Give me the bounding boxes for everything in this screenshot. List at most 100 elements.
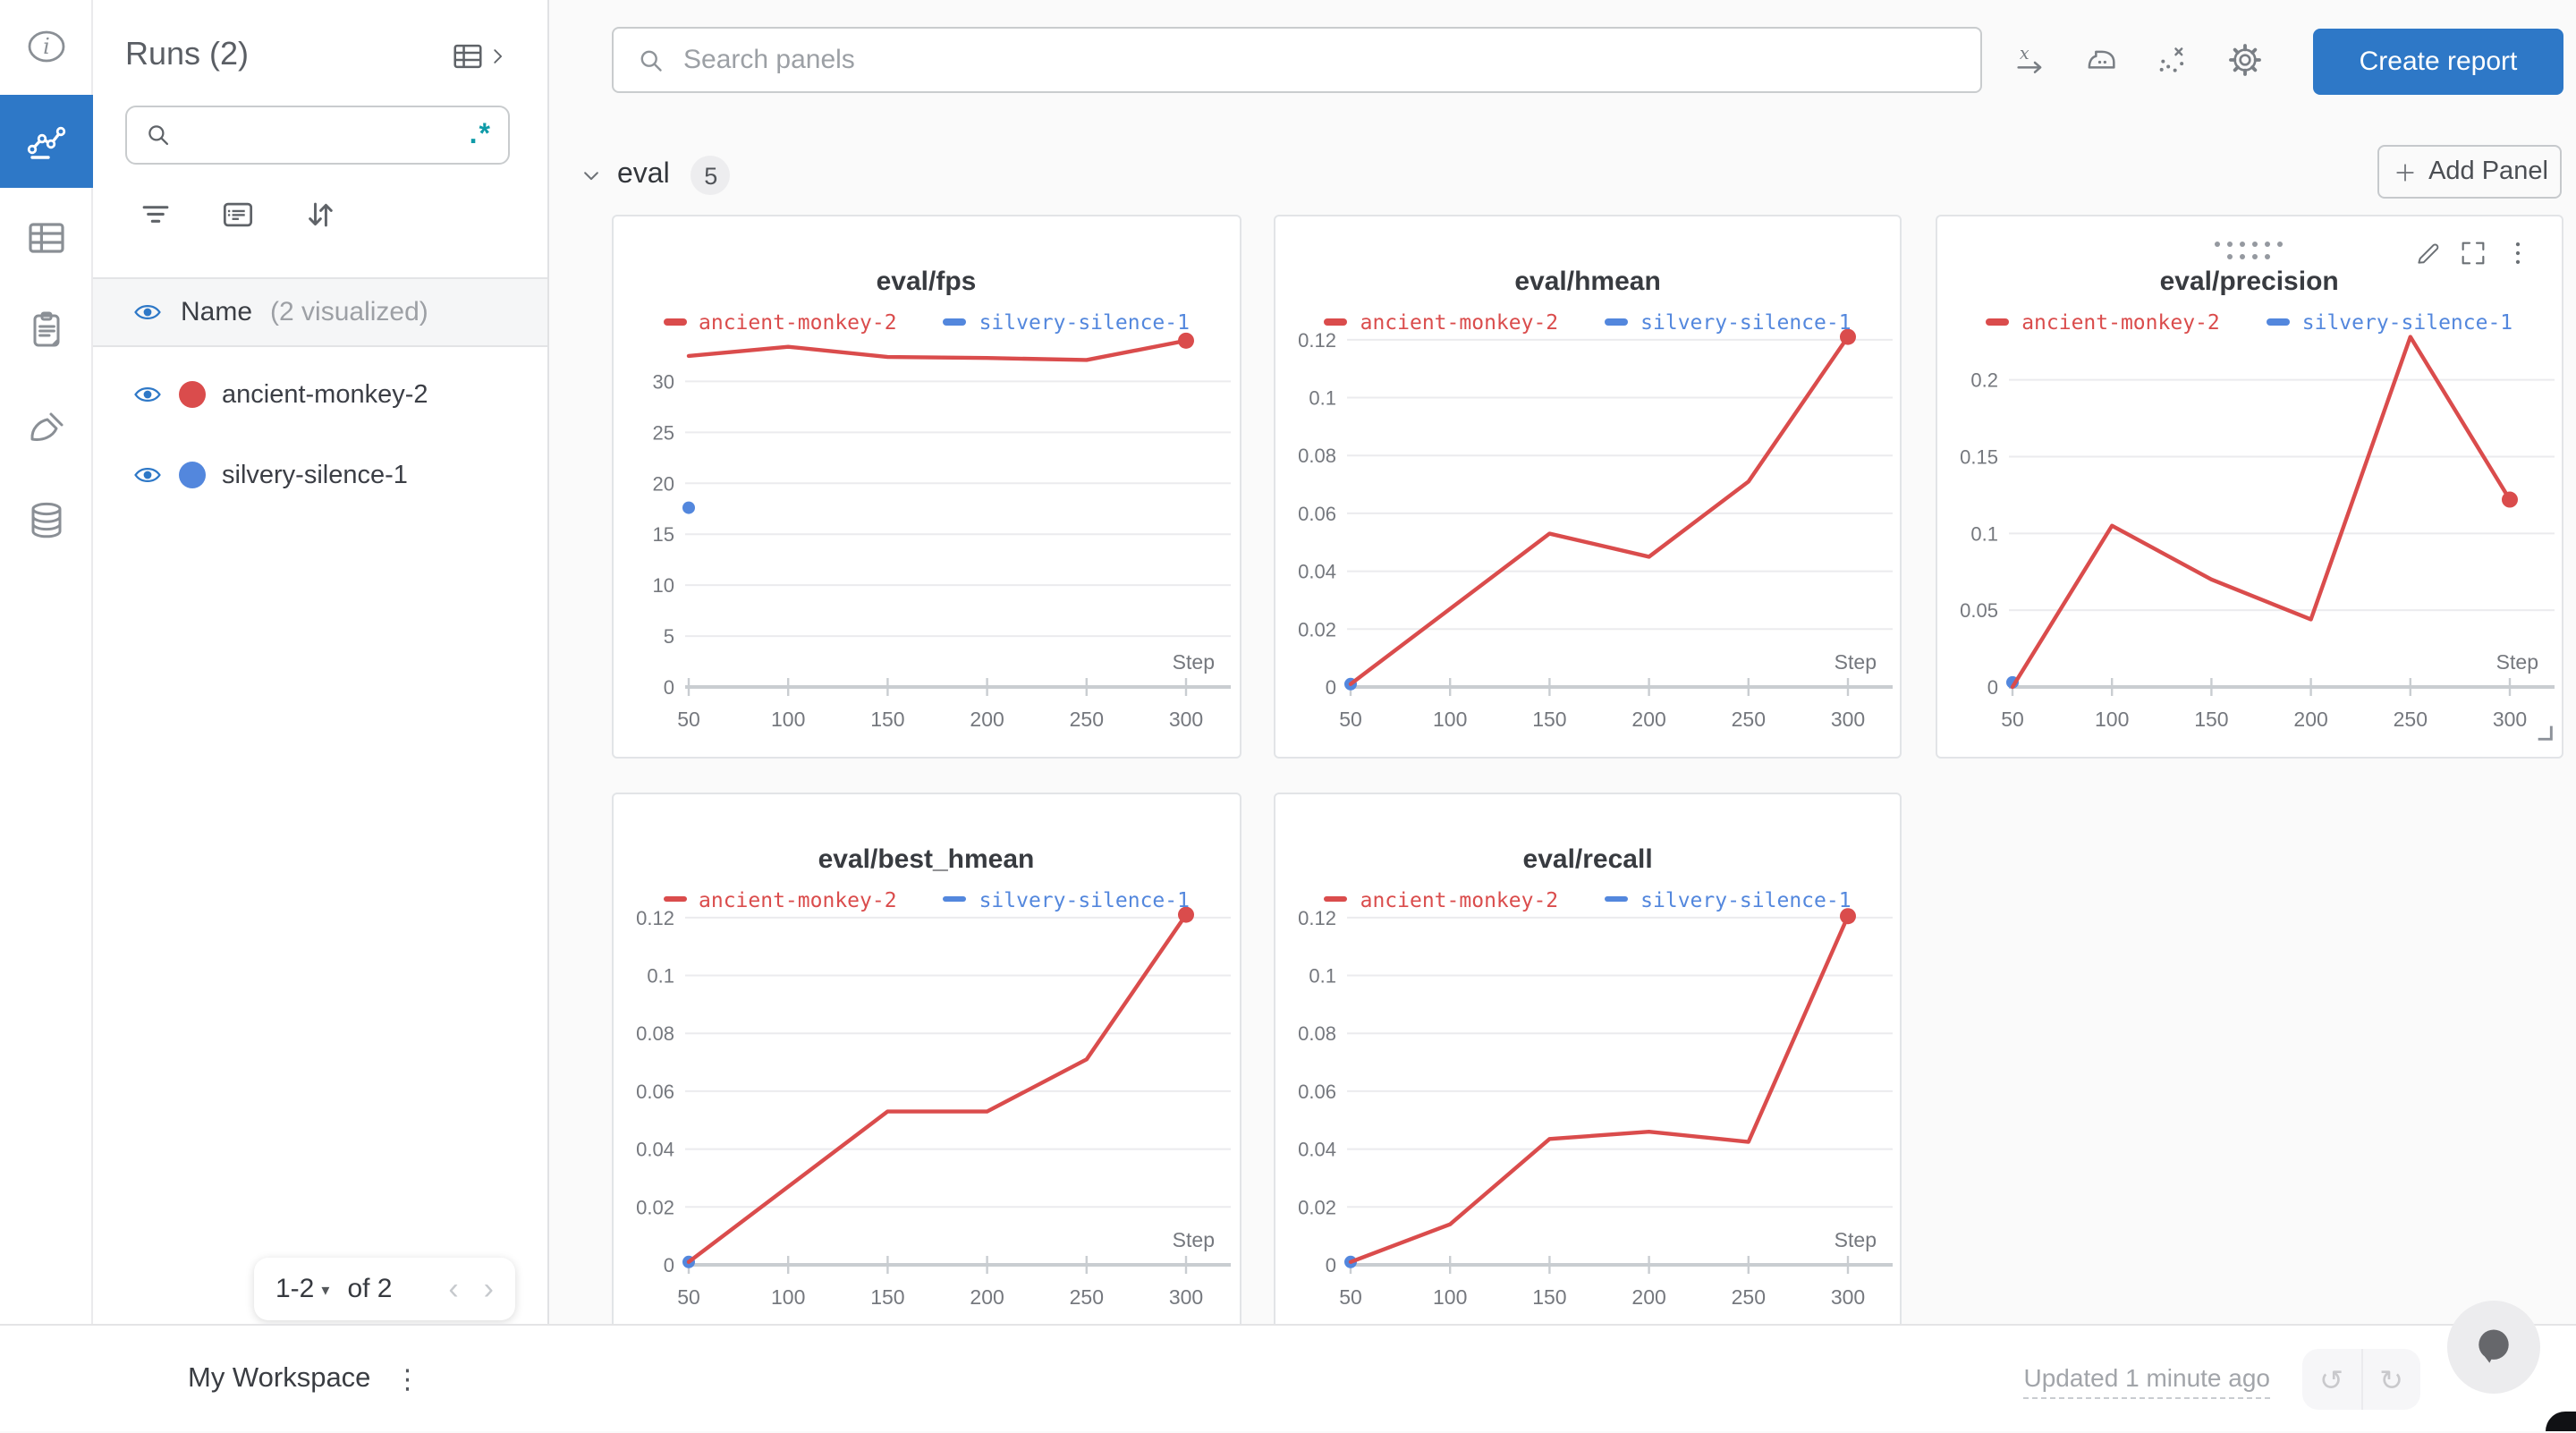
svg-text:0.02: 0.02 bbox=[636, 1195, 674, 1217]
svg-text:200: 200 bbox=[1631, 708, 1665, 731]
workspace-switcher[interactable]: My Workspace ⋮ bbox=[188, 1326, 420, 1433]
outliers-icon[interactable] bbox=[2156, 41, 2191, 77]
chart-panel-eval-precision[interactable]: eval/precision ancient-monkey-2 silvery-si… bbox=[1935, 215, 2564, 758]
legend-item[interactable]: ancient-monkey-2 bbox=[663, 309, 897, 335]
undo-button[interactable]: ↺ bbox=[2319, 1362, 2343, 1396]
svg-text:250: 250 bbox=[1070, 1285, 1104, 1308]
svg-text:250: 250 bbox=[1731, 1285, 1765, 1308]
section-count-badge: 5 bbox=[691, 156, 731, 195]
svg-text:0.04: 0.04 bbox=[1298, 1138, 1336, 1160]
rail-item-logs[interactable] bbox=[0, 283, 93, 376]
run-color-dot bbox=[179, 462, 206, 488]
legend-item[interactable]: silvery-silence-1 bbox=[1605, 309, 1852, 335]
updated-timestamp[interactable]: Updated 1 minute ago bbox=[2023, 1363, 2270, 1399]
eye-icon[interactable] bbox=[132, 297, 163, 327]
database-icon bbox=[25, 499, 68, 542]
svg-text:0.04: 0.04 bbox=[636, 1138, 674, 1160]
panel-title: eval/hmean bbox=[1514, 267, 1661, 297]
rail-item-workspace[interactable] bbox=[0, 95, 93, 188]
resize-handle-icon[interactable] bbox=[2535, 718, 2555, 750]
svg-text:250: 250 bbox=[1731, 708, 1765, 731]
next-page-button[interactable]: › bbox=[483, 1272, 494, 1306]
legend-dash-icon bbox=[2266, 318, 2290, 326]
regex-toggle[interactable]: .* bbox=[469, 119, 492, 149]
fullscreen-icon[interactable] bbox=[2458, 238, 2488, 268]
plus-icon bbox=[2391, 158, 2418, 185]
kebab-icon[interactable]: ⋮ bbox=[394, 1363, 421, 1395]
runs-toolbar bbox=[132, 191, 343, 238]
panel-search-input[interactable] bbox=[683, 45, 1959, 75]
svg-text:0.02: 0.02 bbox=[1298, 1195, 1336, 1217]
add-panel-button[interactable]: Add Panel bbox=[2377, 145, 2562, 199]
x-axis-icon[interactable] bbox=[2012, 41, 2048, 77]
chart-plot[interactable]: 0 0.02 0.04 0.06 0.08 0.1 0.12 50 100 150 200 250 30… bbox=[614, 894, 1241, 1335]
legend-item[interactable]: silvery-silence-1 bbox=[2266, 309, 2512, 335]
visualized-count: (2 visualized) bbox=[270, 297, 428, 327]
chart-panel-eval-best-hmean[interactable]: eval/best_hmean ancient-monkey-2 silvery-s… bbox=[612, 792, 1241, 1335]
svg-text:20: 20 bbox=[653, 472, 674, 495]
runs-search-input[interactable] bbox=[186, 121, 457, 149]
chart-panel-eval-hmean[interactable]: eval/hmean ancient-monkey-2 silvery-silenc… bbox=[1273, 215, 1902, 758]
rail-item-runs-table[interactable] bbox=[0, 191, 93, 284]
panel-menu-icon[interactable] bbox=[2503, 238, 2533, 268]
svg-text:200: 200 bbox=[2293, 708, 2327, 731]
section-header-eval[interactable]: eval 5 bbox=[578, 156, 731, 195]
legend-dash-icon bbox=[1605, 318, 1629, 326]
legend-dash-icon bbox=[943, 318, 967, 326]
rail-item-artifacts[interactable] bbox=[0, 474, 93, 567]
svg-text:Step: Step bbox=[2496, 650, 2538, 674]
svg-text:0.06: 0.06 bbox=[1298, 1080, 1336, 1102]
sort-icon[interactable] bbox=[297, 191, 343, 238]
runs-table-toggle-button[interactable] bbox=[451, 39, 512, 73]
legend-dash-icon bbox=[943, 895, 967, 903]
runs-name-header[interactable]: Name (2 visualized) bbox=[93, 277, 547, 347]
chart-plot[interactable]: 0 5 10 15 20 25 30 50 100 150 200 250 300 Step bbox=[614, 317, 1241, 758]
filter-icon[interactable] bbox=[132, 191, 179, 238]
legend-item[interactable]: ancient-monkey-2 bbox=[1324, 886, 1558, 912]
prev-page-button[interactable]: ‹ bbox=[448, 1272, 459, 1306]
page-range[interactable]: 1-2 bbox=[275, 1274, 315, 1304]
settings-icon[interactable] bbox=[2227, 41, 2263, 77]
smoothing-icon[interactable] bbox=[2084, 41, 2120, 77]
run-row[interactable]: silvery-silence-1 bbox=[93, 435, 547, 515]
caret-down-icon[interactable]: ▾ bbox=[321, 1282, 330, 1300]
panel-title: eval/fps bbox=[876, 267, 977, 297]
chart-plot[interactable]: 0 0.02 0.04 0.06 0.08 0.1 0.12 50 100 150 200 250 30… bbox=[1275, 317, 1902, 758]
chart-panel-eval-fps[interactable]: eval/fps ancient-monkey-2 silvery-silence-… bbox=[612, 215, 1241, 758]
panel-legend: ancient-monkey-2 silvery-silence-1 bbox=[1936, 309, 2562, 335]
panel-legend: ancient-monkey-2 silvery-silence-1 bbox=[1275, 886, 1901, 912]
legend-item[interactable]: ancient-monkey-2 bbox=[663, 886, 897, 912]
drag-handle-icon[interactable] bbox=[2214, 242, 2285, 259]
chat-button[interactable] bbox=[2447, 1301, 2540, 1394]
svg-text:25: 25 bbox=[653, 421, 674, 444]
legend-item[interactable]: silvery-silence-1 bbox=[943, 886, 1190, 912]
chart-panel-eval-recall[interactable]: eval/recall ancient-monkey-2 silvery-silen… bbox=[1273, 792, 1902, 1335]
legend-run-name: silvery-silence-1 bbox=[979, 309, 1190, 335]
create-report-button[interactable]: Create report bbox=[2313, 29, 2563, 95]
footer-bar: My Workspace ⋮ Updated 1 minute ago ↺ ↻ bbox=[0, 1324, 2576, 1431]
legend-item[interactable]: silvery-silence-1 bbox=[1605, 886, 1852, 912]
panel-legend: ancient-monkey-2 silvery-silence-1 bbox=[1275, 309, 1901, 335]
legend-item[interactable]: ancient-monkey-2 bbox=[1324, 309, 1558, 335]
chevron-down-icon[interactable] bbox=[578, 162, 605, 189]
svg-text:0: 0 bbox=[1987, 676, 1997, 699]
eye-icon[interactable] bbox=[132, 460, 163, 490]
name-header-label: Name bbox=[181, 297, 253, 327]
legend-item[interactable]: ancient-monkey-2 bbox=[1986, 309, 2220, 335]
svg-text:150: 150 bbox=[1532, 1285, 1566, 1308]
svg-text:0.12: 0.12 bbox=[636, 906, 674, 928]
run-color-dot bbox=[179, 381, 206, 408]
chart-plot[interactable]: 0 0.02 0.04 0.06 0.08 0.1 0.12 50 100 150 200 250 30… bbox=[1275, 894, 1902, 1335]
svg-text:Step: Step bbox=[1173, 1227, 1215, 1251]
rail-item-overview[interactable] bbox=[0, 0, 93, 93]
group-icon[interactable] bbox=[215, 191, 261, 238]
redo-button[interactable]: ↻ bbox=[2360, 1349, 2420, 1410]
chart-plot[interactable]: 0 0.05 0.1 0.15 0.2 50 100 150 200 250 300 Step bbox=[1936, 317, 2563, 758]
eye-icon[interactable] bbox=[132, 379, 163, 410]
run-row[interactable]: ancient-monkey-2 bbox=[93, 354, 547, 435]
legend-item[interactable]: silvery-silence-1 bbox=[943, 309, 1190, 335]
rail-item-sweeps[interactable] bbox=[0, 383, 93, 476]
svg-text:100: 100 bbox=[2094, 708, 2128, 731]
svg-text:0.12: 0.12 bbox=[1298, 906, 1336, 928]
edit-panel-icon[interactable] bbox=[2413, 238, 2444, 268]
